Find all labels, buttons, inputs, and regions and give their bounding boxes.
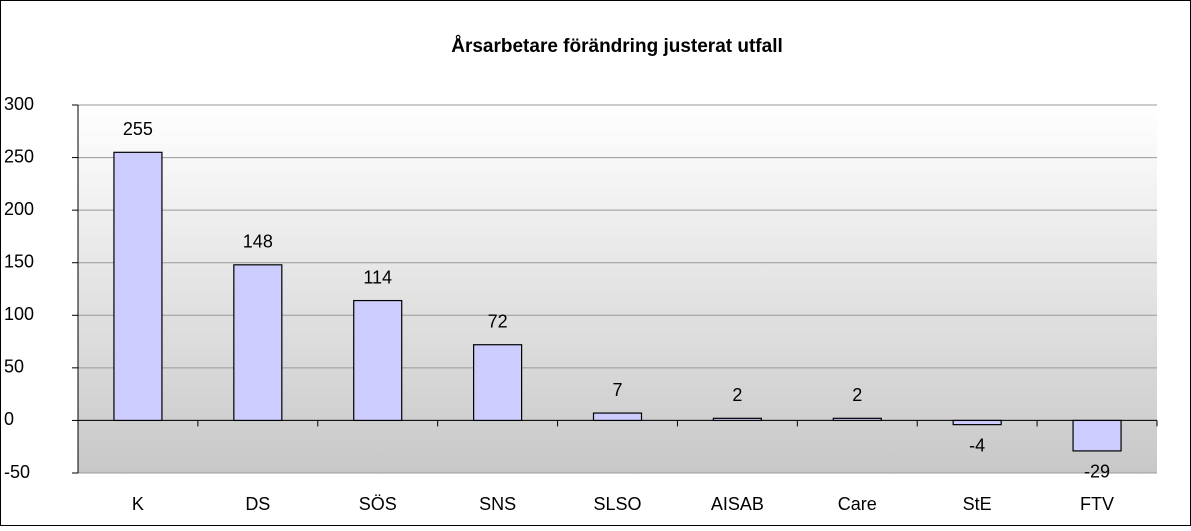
bar — [592, 412, 643, 422]
bar — [712, 417, 762, 422]
data-label: 255 — [123, 119, 153, 139]
bar — [952, 419, 1002, 426]
x-tick-label: SLSO — [593, 494, 641, 514]
y-tick-label: 150 — [4, 251, 34, 271]
data-label: -4 — [969, 435, 985, 455]
chart-title: Årsarbetare förändring justerat utfall — [451, 36, 783, 57]
x-tick-label: StE — [963, 494, 992, 514]
x-tick-label: DS — [245, 494, 270, 514]
data-label: 148 — [243, 232, 273, 252]
bar — [233, 264, 283, 422]
bar — [473, 344, 523, 422]
data-label: 2 — [732, 385, 742, 405]
y-tick-label: 200 — [4, 199, 34, 219]
bar — [832, 417, 882, 422]
y-tick-label: 100 — [4, 304, 34, 324]
x-tick-label: AISAB — [711, 494, 764, 514]
y-tick-label: 300 — [4, 94, 34, 114]
x-tick-label: K — [132, 494, 144, 514]
x-tick-label: SNS — [479, 494, 516, 514]
x-tick-label: Care — [838, 494, 877, 514]
data-label: -29 — [1084, 462, 1110, 482]
y-tick-label: -50 — [4, 462, 30, 482]
data-label: 7 — [612, 380, 622, 400]
data-label: 72 — [488, 311, 508, 331]
x-tick-label: SÖS — [359, 494, 397, 514]
bar — [353, 299, 403, 422]
bar — [1072, 419, 1122, 452]
x-tick-label: FTV — [1080, 494, 1114, 514]
bar — [113, 151, 163, 422]
data-label: 114 — [363, 267, 392, 287]
y-tick-label: 50 — [4, 357, 24, 377]
y-tick-label: 250 — [4, 146, 34, 166]
y-tick-label: 0 — [4, 409, 14, 429]
data-label: 2 — [852, 385, 862, 405]
